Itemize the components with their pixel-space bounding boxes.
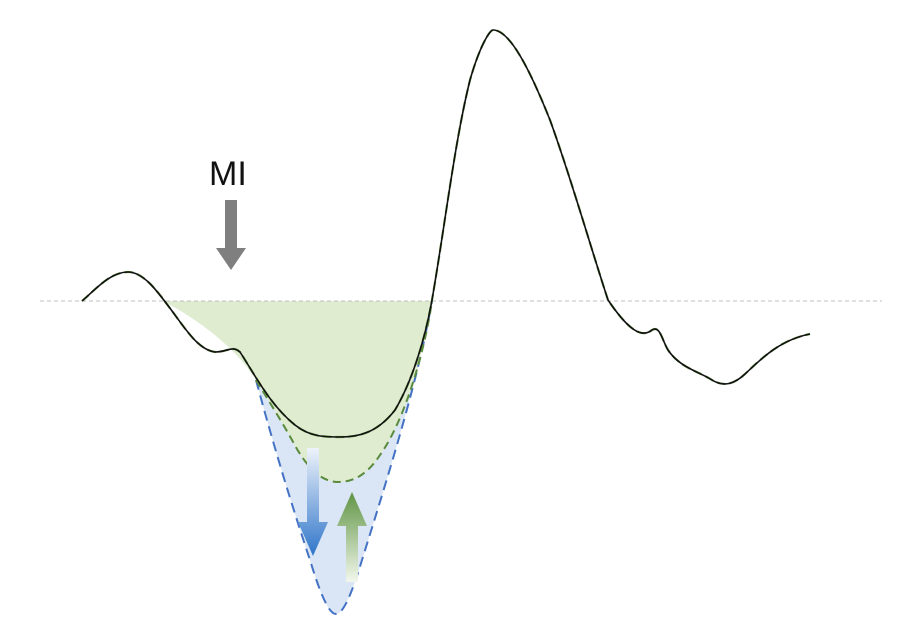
blue-dashed-trace xyxy=(255,300,433,616)
up-arrow-icon xyxy=(337,492,367,582)
mi-arrow-icon xyxy=(216,200,246,270)
green-shaded-region xyxy=(163,301,432,482)
green-waveform-overlay xyxy=(81,28,811,439)
main-waveform xyxy=(81,29,811,438)
mi-label: MI xyxy=(209,155,247,193)
green-dashed-trace xyxy=(255,300,433,484)
down-arrow-icon xyxy=(298,448,328,556)
